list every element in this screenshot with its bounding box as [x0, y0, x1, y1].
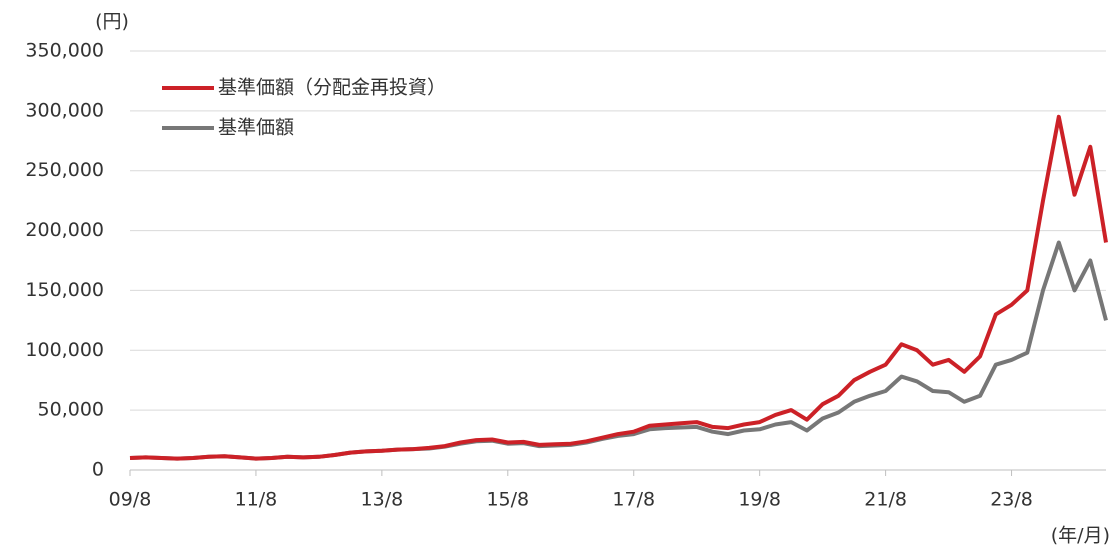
y-unit-label: (円) — [95, 11, 129, 33]
x-tick-label: 19/8 — [738, 489, 781, 511]
y-tick-label: 350,000 — [25, 40, 104, 62]
y-tick-label: 200,000 — [25, 219, 104, 241]
y-tick-label: 150,000 — [25, 279, 104, 301]
y-tick-label: 50,000 — [38, 399, 104, 421]
x-tick-label: 11/8 — [235, 489, 278, 511]
y-tick-label: 250,000 — [25, 159, 104, 181]
y-tick-label: 0 — [92, 459, 104, 481]
y-tick-label: 100,000 — [25, 339, 104, 361]
x-tick-label: 15/8 — [486, 489, 529, 511]
x-tick-label: 23/8 — [990, 489, 1033, 511]
x-unit-label: (年/月) — [1051, 525, 1110, 547]
legend-label: 基準価額 — [218, 117, 294, 139]
x-tick-label: 09/8 — [109, 489, 152, 511]
y-tick-label: 300,000 — [25, 99, 104, 121]
x-tick-label: 21/8 — [864, 489, 907, 511]
x-tick-label: 17/8 — [612, 489, 655, 511]
series-line — [129, 114, 1108, 461]
legend-label: 基準価額（分配金再投資） — [218, 77, 446, 99]
x-tick-label: 13/8 — [361, 489, 404, 511]
